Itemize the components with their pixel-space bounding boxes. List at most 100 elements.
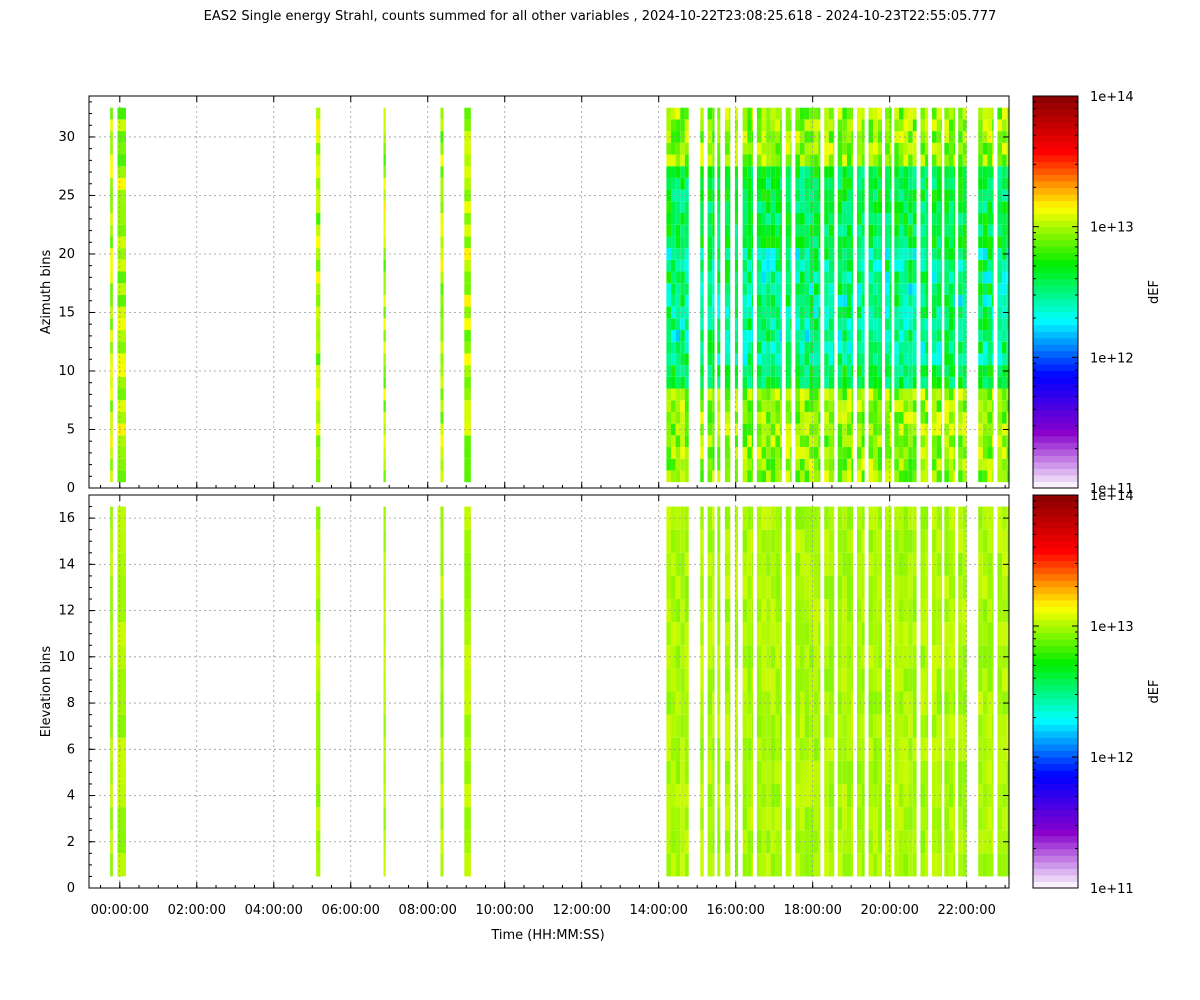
heatmap-cell [920, 283, 926, 295]
heatmap-cell [912, 213, 917, 225]
heatmap-cell [775, 166, 780, 178]
heatmap-cell [828, 423, 834, 436]
heatmap-cell [671, 411, 676, 424]
heatmap-cell [785, 177, 791, 190]
heatmap-cell [671, 177, 676, 190]
heatmap-cell [813, 807, 819, 831]
heatmap-cell [958, 166, 963, 178]
heatmap-cell [316, 783, 321, 808]
heatmap-cell [873, 142, 878, 155]
heatmap-cell [717, 447, 721, 459]
heatmap-cell [958, 271, 963, 284]
heatmap-cell [828, 166, 834, 178]
heatmap-cell [982, 575, 988, 600]
heatmap-cell [734, 423, 738, 436]
heatmap-cell [712, 154, 715, 167]
heatmap-cell [464, 645, 471, 669]
heatmap-cell [751, 529, 754, 553]
heatmap-cell [894, 189, 899, 202]
colorbar-segment [1033, 809, 1078, 817]
heatmap-cell [978, 107, 983, 120]
heatmap-cell [898, 783, 904, 808]
heatmap-cell [1002, 119, 1007, 132]
heatmap-cell [828, 224, 834, 237]
heatmap-cell [734, 529, 738, 553]
heatmap-cell [809, 365, 814, 377]
heatmap-cell [804, 213, 810, 225]
heatmap-cell [799, 388, 805, 401]
heatmap-cell [885, 737, 890, 761]
heatmap-cell [684, 830, 689, 854]
heatmap-cell [761, 529, 767, 553]
heatmap-cell [992, 271, 994, 284]
heatmap-cell [440, 645, 444, 669]
heatmap-cell [717, 142, 721, 155]
heatmap-cell [804, 318, 810, 331]
heatmap-cell [316, 341, 321, 354]
heatmap-cell [712, 529, 715, 553]
heatmap-cell [804, 506, 810, 530]
heatmap-cell [936, 552, 942, 576]
heatmap-cell [724, 224, 730, 237]
heatmap-cell [851, 271, 854, 284]
heatmap-cell [851, 388, 854, 401]
heatmap-cell [856, 668, 862, 692]
heatmap-cell [992, 283, 994, 295]
heatmap-cell [756, 271, 762, 284]
heatmap-cell [992, 411, 994, 424]
heatmap-cell [851, 330, 854, 342]
heatmap-cell [666, 142, 672, 155]
heatmap-cell [316, 318, 321, 331]
heatmap-cell [978, 142, 983, 155]
heatmap-cell [440, 411, 444, 424]
heatmap-cell [992, 341, 994, 354]
heatmap-cell [813, 341, 819, 354]
heatmap-cell [790, 447, 792, 459]
heatmap-cell [1002, 213, 1007, 225]
heatmap-cell [842, 166, 847, 178]
heatmap-cell [770, 189, 776, 202]
heatmap-cell [877, 575, 882, 600]
colorbar-segment [1033, 508, 1078, 516]
heatmap-cell [316, 423, 321, 436]
heatmap-cell [987, 154, 993, 167]
heatmap-cell [383, 213, 386, 225]
heatmap-cell [717, 306, 721, 319]
heatmap-cell [785, 330, 791, 342]
heatmap-cell [464, 259, 471, 272]
heatmap-cell [734, 353, 738, 366]
heatmap-cell [873, 376, 878, 389]
heatmap-cell [795, 400, 800, 412]
heatmap-cell [856, 341, 862, 354]
heatmap-cell [383, 760, 386, 784]
heatmap-cell [818, 283, 821, 295]
heatmap-cell [877, 294, 882, 307]
heatmap-cell [861, 447, 865, 459]
heatmap-cell [941, 365, 943, 377]
heatmap-cell [316, 236, 321, 249]
heatmap-cell [851, 189, 854, 202]
heatmap-cell [316, 691, 321, 715]
heatmap-cell [770, 552, 776, 576]
heatmap-cell [932, 224, 937, 237]
heatmap-cell [856, 714, 862, 738]
colorbar-segment [1033, 652, 1078, 660]
colorbar-segment [1033, 207, 1078, 215]
heatmap-cell [795, 376, 800, 389]
colorbar-segment [1033, 704, 1078, 712]
heatmap-cell [932, 807, 937, 831]
heatmap-cell [948, 760, 954, 784]
heatmap-cell [700, 470, 704, 483]
heatmap-cell [729, 236, 731, 249]
heatmap-cell [700, 142, 704, 155]
heatmap-cell [861, 330, 865, 342]
heatmap-cell [846, 668, 852, 692]
heatmap-cell [117, 853, 126, 877]
heatmap-cell [747, 435, 752, 448]
heatmap-cell [987, 435, 993, 448]
heatmap-cell [851, 166, 854, 178]
heatmap-cell [837, 807, 843, 831]
heatmap-cell [912, 853, 917, 877]
heatmap-cell [982, 376, 988, 389]
